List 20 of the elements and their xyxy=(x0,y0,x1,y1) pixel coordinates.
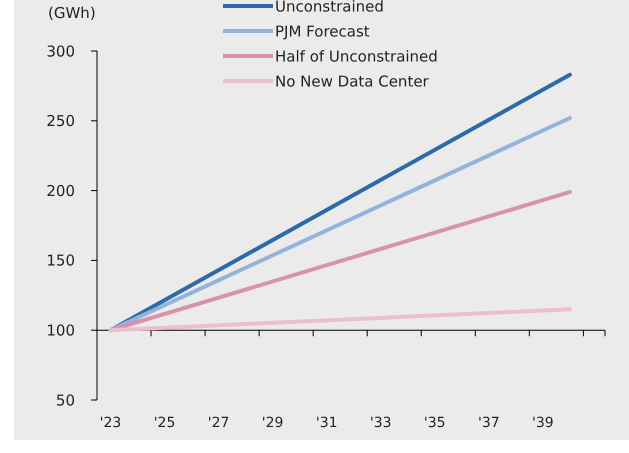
y-axis-title: (GWh) xyxy=(48,4,96,22)
x-tick-label: '29 xyxy=(262,414,284,431)
x-tick-label: '27 xyxy=(208,414,230,431)
y-tick-label: 50 xyxy=(56,391,75,410)
y-tick-label: 100 xyxy=(46,321,75,340)
x-tick-label: '25 xyxy=(154,414,176,431)
legend-label: No New Data Center xyxy=(275,72,430,90)
y-tick-label: 150 xyxy=(46,252,75,270)
y-tick-label: 200 xyxy=(46,182,75,200)
x-tick-label: '23 xyxy=(100,414,122,431)
x-tick-label: '35 xyxy=(424,414,446,431)
x-tick-label: '39 xyxy=(532,414,554,431)
x-tick-label: '33 xyxy=(370,414,392,431)
x-tick-label: '37 xyxy=(478,414,500,431)
x-tick-label: '31 xyxy=(316,414,338,431)
y-tick-label: 300 xyxy=(46,42,75,60)
y-tick-label: 250 xyxy=(46,112,75,130)
legend-label: PJM Forecast xyxy=(275,22,370,40)
legend-label: Unconstrained xyxy=(275,0,384,16)
legend-label: Half of Unconstrained xyxy=(275,47,438,66)
